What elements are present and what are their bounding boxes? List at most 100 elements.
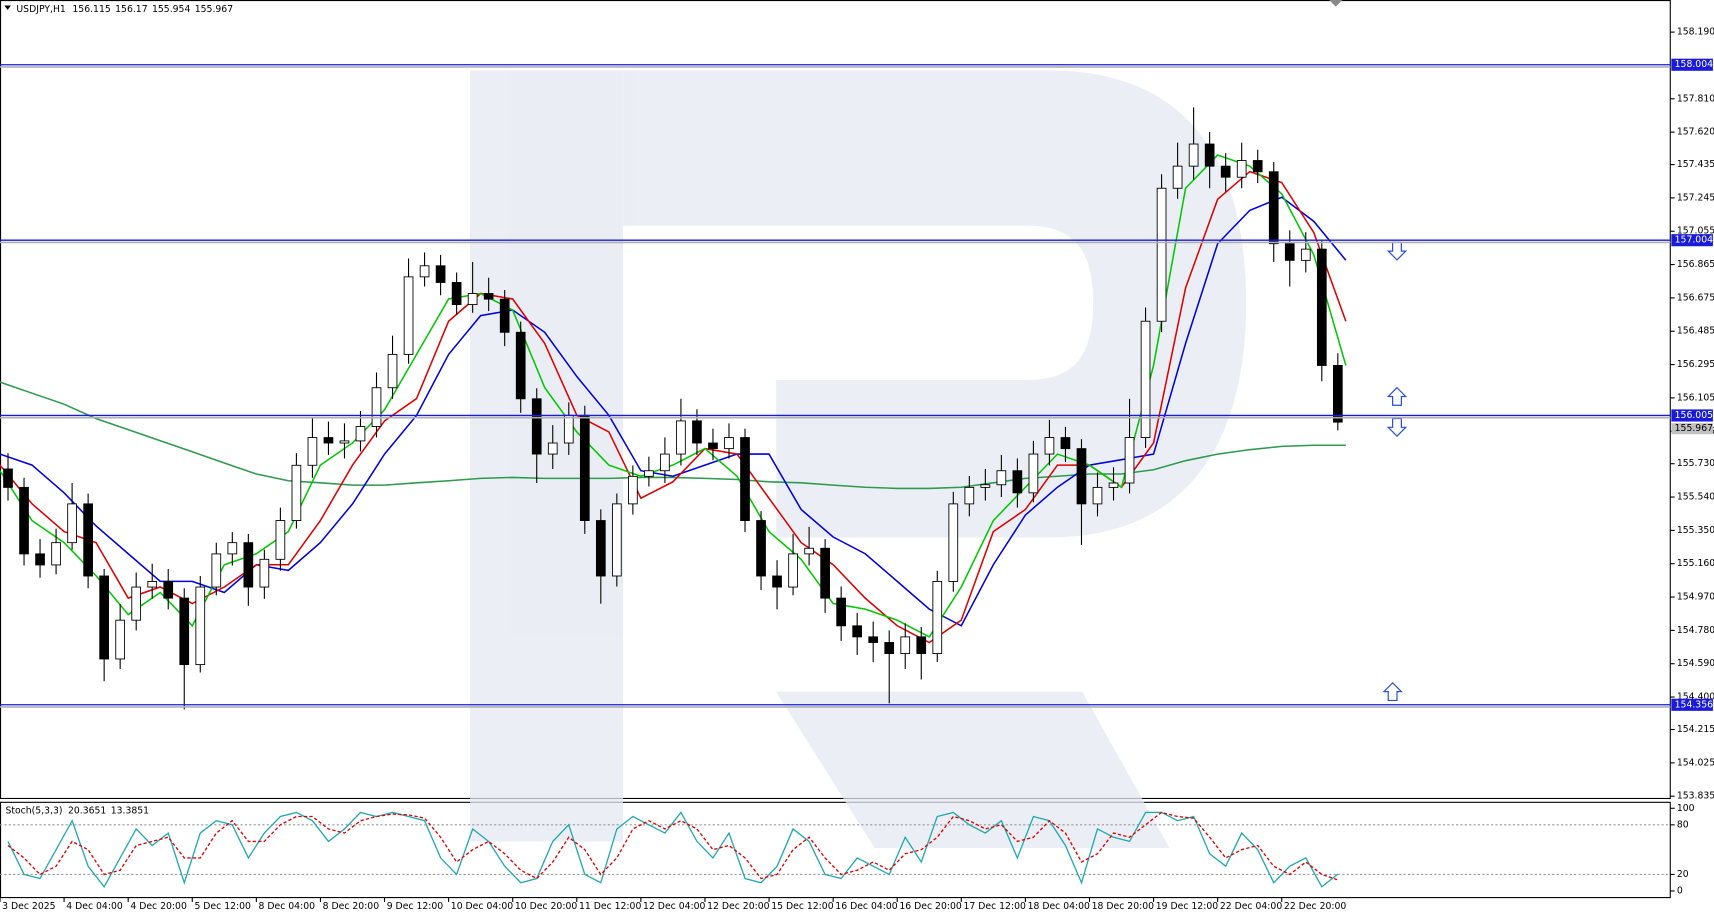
symbol: USDJPY,H1	[16, 3, 66, 14]
y-tick-label: 156.865	[1677, 259, 1714, 270]
x-tick-label: 18 Dec 20:00	[1092, 901, 1154, 912]
candle-body	[1156, 187, 1167, 322]
menu-triangle	[4, 5, 11, 10]
candle-body	[67, 503, 77, 544]
candle-body	[483, 293, 494, 300]
candle-body	[964, 486, 975, 505]
level-label: 157.004	[1675, 235, 1713, 246]
y-tick-label: 158.190	[1677, 27, 1714, 38]
candle-body	[259, 558, 270, 588]
candle-body	[756, 520, 766, 577]
x-tick-label: 16 Dec 20:00	[899, 901, 961, 912]
candle-body	[163, 580, 174, 599]
stoch-main-value: 20.3651	[68, 805, 106, 816]
candle-body	[307, 437, 318, 466]
candle-body	[1076, 448, 1087, 505]
x-tick-label: 4 Dec 04:00	[66, 901, 123, 912]
candle-body	[339, 440, 350, 444]
candle-body	[387, 353, 398, 389]
moving-average	[0, 196, 1347, 627]
candle-body	[980, 484, 991, 488]
candle-body	[499, 298, 510, 333]
y-tick-label: 0	[1677, 885, 1683, 896]
chart-header: USDJPY,H1 156.115 156.17 155.954 155.967	[16, 3, 233, 14]
candle-body	[1108, 482, 1119, 488]
candle-body	[724, 437, 734, 450]
candle-body	[932, 580, 943, 654]
x-tick-label: 12 Dec 20:00	[707, 901, 769, 912]
y-tick-label: 156.105	[1677, 392, 1714, 403]
stoch-signal-value: 13.3851	[111, 805, 149, 816]
stoch-line	[7, 811, 1339, 888]
candle-body	[820, 547, 830, 599]
x-tick-label: 22 Dec 20:00	[1284, 901, 1346, 912]
y-tick-label: 154.400	[1677, 692, 1714, 703]
candle-body	[916, 636, 927, 654]
candle-body	[3, 468, 13, 488]
candle-body	[451, 282, 462, 306]
candle-body	[115, 619, 126, 660]
stoch-line	[7, 811, 1339, 881]
candle-body	[243, 542, 254, 588]
candle-body	[708, 442, 718, 450]
stoch-header: Stoch(5,3,3) 20.3651 13.3851	[5, 805, 149, 816]
candle-body	[1012, 470, 1023, 494]
y-tick-label: 157.055	[1677, 226, 1714, 237]
y-tick-label: 155.160	[1677, 558, 1714, 569]
x-tick-label: 16 Dec 04:00	[835, 901, 897, 912]
candle-body	[772, 575, 782, 588]
candle-body	[467, 293, 478, 306]
y-tick-label: 157.810	[1677, 93, 1714, 104]
candle-body	[211, 553, 222, 588]
y-tick-label: 157.620	[1677, 127, 1714, 138]
moving-average	[0, 154, 1347, 638]
y-tick-label: 156.295	[1677, 359, 1714, 370]
bar-low: 155.954	[152, 3, 190, 14]
watermark	[470, 70, 1247, 849]
candle-body	[147, 580, 158, 588]
candle-body	[1140, 320, 1151, 439]
candle-body	[1252, 160, 1263, 173]
candle-body	[323, 437, 334, 444]
candle-body	[19, 486, 29, 555]
x-tick-label: 8 Dec 04:00	[259, 901, 316, 912]
y-tick-label: 154.780	[1677, 625, 1714, 636]
stoch-panel	[0, 801, 1671, 899]
y-tick-label: 153.835	[1677, 791, 1714, 802]
candle-body	[1236, 160, 1247, 178]
candle-body	[51, 542, 61, 566]
candle-body	[1268, 171, 1279, 245]
candle-body	[35, 553, 45, 566]
candle-body	[195, 586, 206, 666]
price-label-box	[1671, 423, 1713, 435]
y-tick-label: 20	[1677, 869, 1689, 880]
bar-high: 156.17	[115, 3, 148, 14]
candle-body	[547, 442, 558, 455]
y-tick-label: 100	[1677, 803, 1695, 814]
candle-body	[836, 597, 846, 627]
signal-arrows	[1382, 241, 1408, 702]
level-label-box	[1671, 58, 1713, 71]
candle-body	[996, 470, 1007, 486]
candle-body	[628, 475, 638, 505]
arrow-down	[1386, 241, 1408, 261]
candle-body	[660, 453, 670, 472]
level-label-box	[1671, 698, 1713, 711]
candle-body	[900, 636, 911, 654]
x-tick-label: 3 Dec 2025	[2, 901, 55, 912]
x-tick-label: 10 Dec 04:00	[451, 901, 513, 912]
candle-body	[99, 575, 109, 660]
candle-body	[131, 586, 142, 621]
level-label-box	[1671, 234, 1713, 247]
x-tick-label: 5 Dec 12:00	[194, 901, 251, 912]
y-tick-label: 154.215	[1677, 724, 1714, 735]
candle-body	[804, 547, 814, 555]
candle-body	[1060, 437, 1071, 450]
x-tick-label: 9 Dec 12:00	[387, 901, 444, 912]
candle-body	[1188, 143, 1199, 167]
stoch-title: Stoch(5,3,3)	[5, 805, 62, 816]
watermark-bowl	[623, 70, 1247, 538]
candle-body	[1284, 243, 1295, 261]
bar-open: 156.115	[72, 3, 110, 14]
x-tick-label: 4 Dec 20:00	[130, 901, 187, 912]
